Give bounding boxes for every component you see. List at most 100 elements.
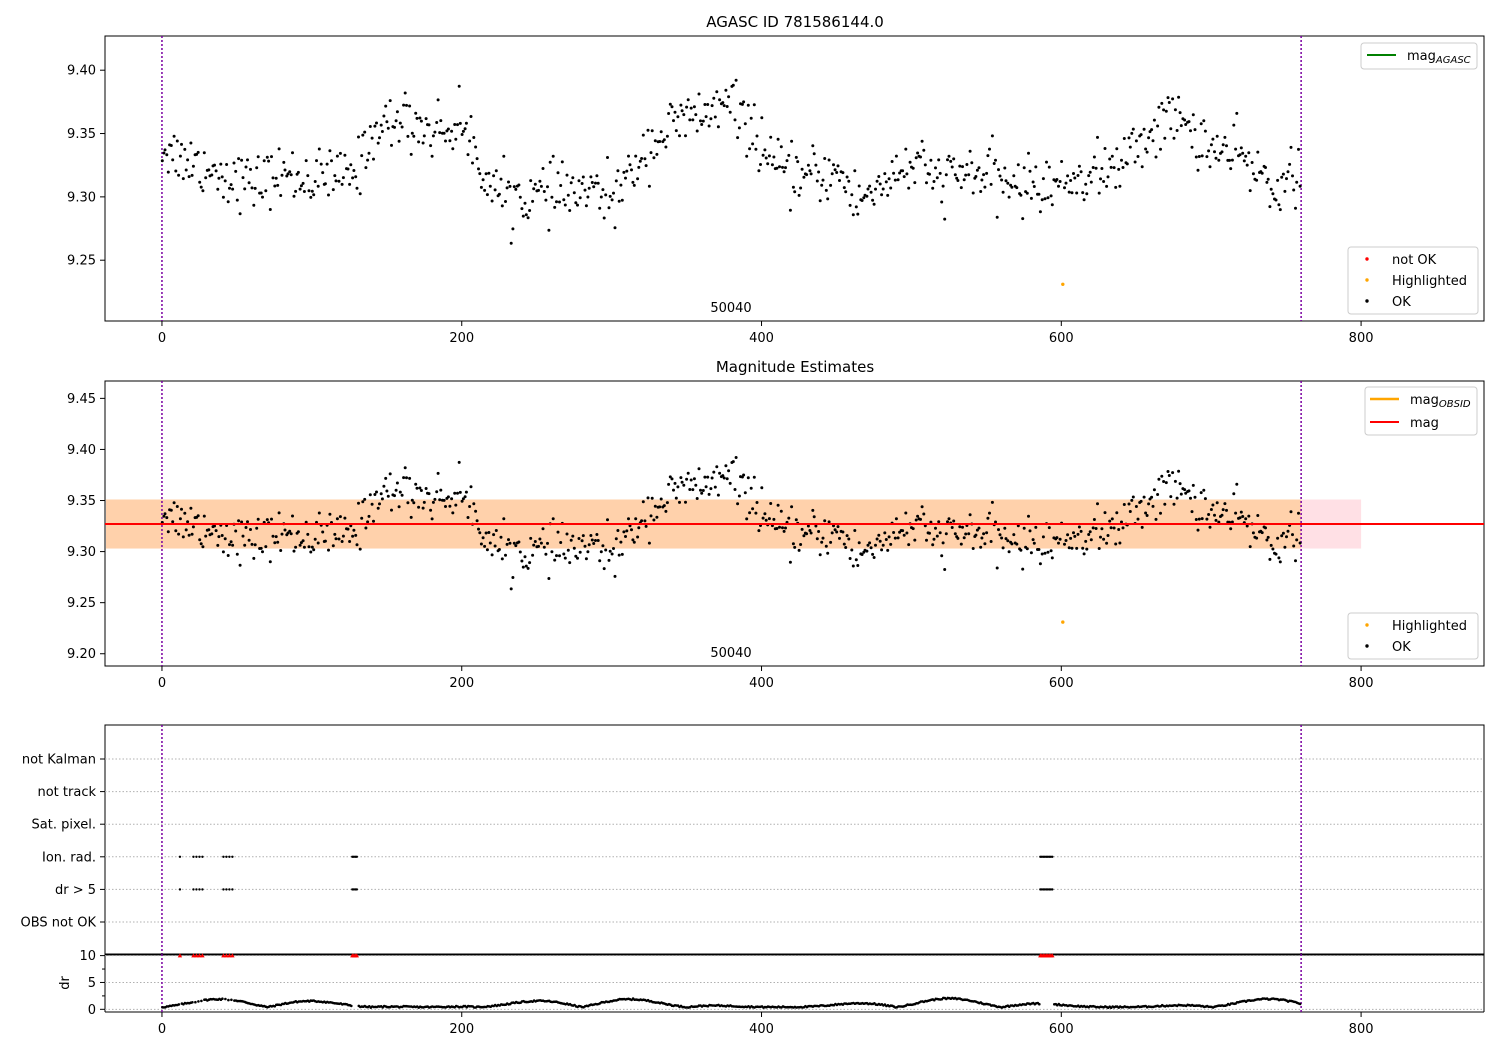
ok-point: [728, 110, 732, 114]
y-tick-label: 9.35: [67, 127, 96, 142]
ok-point: [752, 103, 756, 107]
ok-point: [419, 489, 423, 492]
ok-point: [1055, 178, 1059, 181]
ok-point: [646, 496, 650, 500]
ok-point: [289, 532, 293, 536]
flag-point: [231, 855, 234, 858]
ok-point: [1160, 474, 1164, 478]
ok-point: [1022, 526, 1026, 530]
ok-point: [848, 557, 852, 560]
ok-point: [790, 505, 794, 509]
ok-point: [653, 139, 657, 143]
ok-point: [619, 183, 623, 187]
ok-point: [1189, 129, 1192, 133]
ok-point: [1202, 488, 1206, 492]
ok-point: [748, 147, 752, 151]
ok-point: [1145, 150, 1149, 154]
ok-point: [231, 187, 235, 191]
ok-point: [456, 491, 459, 495]
y-tick-label: 9.25: [67, 596, 96, 611]
ok-point: [317, 147, 321, 151]
ok-point: [716, 125, 720, 129]
ok-point: [1034, 165, 1038, 169]
ok-point: [725, 477, 729, 481]
ok-point: [479, 542, 483, 546]
ok-point: [670, 477, 674, 481]
ok-point: [1268, 557, 1272, 561]
ok-point: [244, 165, 248, 169]
ok-point: [190, 532, 194, 536]
ok-point: [270, 517, 273, 521]
ok-point: [366, 158, 370, 162]
ok-point: [1131, 495, 1135, 499]
ok-point: [454, 137, 458, 141]
flag-point: [195, 855, 198, 858]
ok-point: [1029, 551, 1033, 555]
ok-point: [184, 528, 188, 532]
ok-point: [439, 488, 443, 492]
ok-point: [584, 204, 588, 208]
ok-point: [901, 529, 905, 533]
ok-point: [1169, 127, 1173, 131]
ok-point: [1106, 534, 1110, 537]
legend-ok-label: OK: [1392, 295, 1411, 310]
ok-point: [1160, 101, 1164, 105]
ok-point: [757, 169, 761, 173]
ok-point: [435, 490, 439, 494]
ok-point: [1100, 527, 1104, 531]
ok-point: [249, 167, 252, 171]
ok-point: [162, 514, 166, 518]
ok-point: [1183, 118, 1187, 122]
ok-point: [394, 488, 398, 492]
ok-point: [550, 550, 554, 554]
ok-point: [691, 488, 695, 492]
ok-point: [925, 181, 928, 185]
ok-point: [791, 542, 795, 546]
ok-point: [1038, 562, 1042, 566]
ok-point: [565, 173, 569, 177]
ok-point: [228, 186, 231, 190]
ok-point: [627, 517, 630, 521]
ok-point: [559, 541, 563, 544]
ok-point: [298, 543, 302, 547]
ok-point: [802, 534, 806, 538]
ok-point: [923, 524, 927, 528]
ok-point: [667, 112, 671, 115]
ok-point: [1238, 153, 1242, 157]
ok-point: [259, 191, 263, 195]
ok-point: [1025, 547, 1029, 551]
ok-point: [444, 505, 447, 508]
ok-point: [962, 178, 966, 182]
ok-point: [468, 139, 472, 143]
ok-point: [461, 129, 465, 133]
ok-point: [800, 527, 804, 531]
ok-point: [689, 478, 693, 482]
ok-point: [871, 198, 875, 202]
ok-point: [1276, 536, 1280, 540]
ok-point: [679, 476, 683, 480]
ok-point: [424, 487, 428, 490]
legend-2-ok-label: OK: [1392, 640, 1411, 655]
ok-point: [672, 488, 675, 492]
ok-point: [262, 159, 266, 163]
ok-point: [286, 172, 290, 176]
ok-point: [1007, 195, 1011, 199]
panel-1-title: AGASC ID 781586144.0: [706, 13, 884, 31]
ok-point: [841, 530, 845, 534]
ok-point: [790, 139, 794, 143]
ok-point: [250, 542, 254, 546]
ok-point: [736, 136, 740, 140]
ok-point: [429, 508, 433, 512]
dr-clipped-marker: [230, 953, 235, 958]
ok-point: [204, 534, 208, 538]
ok-point: [604, 193, 608, 197]
ok-point: [655, 515, 659, 519]
ok-point: [471, 161, 474, 165]
ok-point: [667, 482, 671, 486]
ok-point: [562, 552, 566, 556]
x-tick-label: 200: [449, 331, 474, 346]
ok-point: [406, 501, 410, 505]
ok-point: [250, 186, 254, 190]
ok-point: [1179, 492, 1183, 496]
ok-point: [505, 542, 509, 546]
